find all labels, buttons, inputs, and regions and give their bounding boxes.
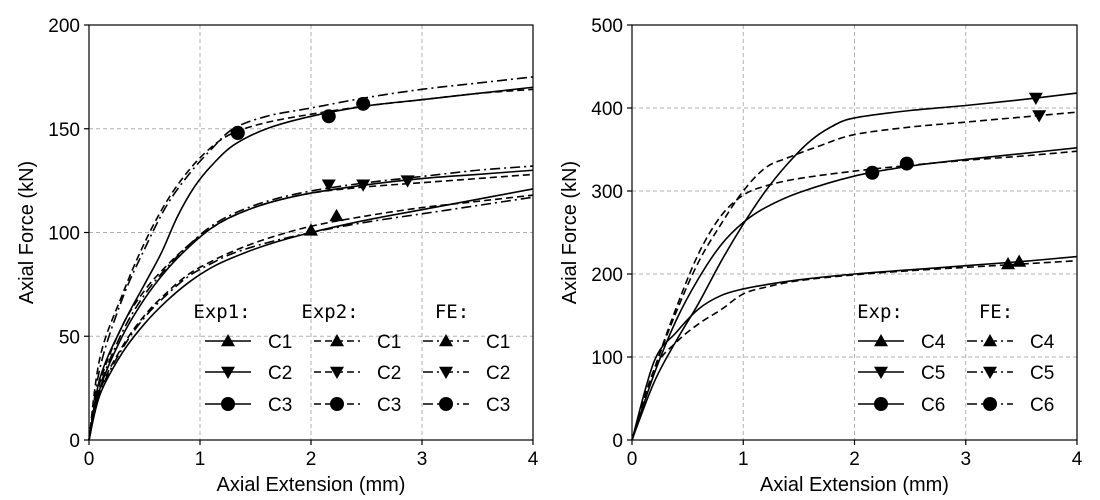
series-dashed-C4-line (631, 259, 1078, 441)
legend-marker (221, 334, 235, 347)
legend-marker (874, 397, 888, 411)
legend-marker (439, 334, 453, 347)
x-tick-label: 1 (195, 449, 206, 470)
series-dashed-C1-line (88, 194, 534, 441)
legend-entry-label: C4 (921, 332, 946, 353)
legend-entry-label: C6 (921, 395, 945, 416)
legend-group-title: Exp: (857, 301, 903, 323)
legend-marker (221, 366, 235, 379)
x-tick-label: 3 (960, 449, 971, 470)
series-C1-data-point (329, 208, 344, 222)
legend-entry-label: C4 (1030, 332, 1055, 353)
legend-entry-label: C1 (268, 332, 292, 353)
legend-group-title: FE: (979, 301, 1013, 323)
legend-group-title: Exp1: (193, 301, 250, 323)
legend: Exp: C4 C5 C6 FE: C4 C5 C6 (857, 301, 1055, 416)
legend-entry-label: C2 (486, 363, 510, 384)
y-tick-label: 0 (69, 431, 80, 452)
series-C4-data-point (1001, 257, 1016, 270)
x-axis-title: Axial Extension (mm) (217, 474, 406, 496)
legend-entry-label: C6 (1030, 395, 1054, 416)
legend-marker (983, 334, 997, 347)
x-tick-label: 3 (417, 449, 428, 470)
x-tick-label: 4 (528, 449, 539, 470)
legend-marker (330, 397, 344, 411)
legend-entry-label: C3 (486, 395, 510, 416)
y-tick-label: 50 (59, 327, 80, 348)
series-solid-C5-line (631, 92, 1078, 441)
left-chart-panel: 0 1 2 3 4 0 50 100 150 200 Axial Extension (mm) Axi… (16, 16, 539, 496)
legend-entry-label: C3 (268, 395, 292, 416)
legend-marker (330, 366, 344, 379)
legend-marker (221, 397, 235, 411)
y-axis-title: Axial Force (kN) (16, 161, 38, 304)
legend-marker (330, 334, 344, 347)
series-solid-C6-line (631, 147, 1078, 441)
x-tick-label: 0 (627, 449, 638, 470)
series-dashed-C5-line (631, 111, 1078, 441)
legend-entry-label: C5 (921, 363, 945, 384)
series-solid-C4-line (631, 255, 1078, 441)
series-solid-C1-line (88, 188, 534, 441)
right-chart-panel: 0 1 2 3 4 0 100 200 300 400 500 Axial Extension (mm… (559, 16, 1083, 496)
series-dashdot-C2-line (88, 165, 534, 441)
legend: Exp1: C1 C2 C3 Exp2: C1 C2 C3 FE: C1 C2 C3 (193, 301, 510, 416)
legend-marker (874, 366, 888, 379)
series-C6-data-point (899, 156, 914, 171)
y-tick-label: 200 (591, 265, 623, 286)
x-tick-label: 4 (1072, 449, 1083, 470)
legend-marker (983, 397, 997, 411)
y-tick-label: 150 (48, 120, 80, 141)
y-tick-label: 300 (591, 182, 623, 203)
series-dashed-C6-line (631, 150, 1078, 441)
series-dashed-C3-line (88, 88, 534, 441)
y-tick-label: 100 (48, 224, 80, 245)
series-C5-data-point (1032, 110, 1047, 123)
series-dashdot-C1-line (88, 196, 534, 441)
x-tick-label: 1 (738, 449, 749, 470)
x-axis-title: Axial Extension (mm) (760, 474, 949, 496)
y-tick-label: 500 (591, 16, 623, 37)
series-C5-data-point (1028, 92, 1043, 106)
y-tick-label: 100 (591, 348, 623, 369)
y-tick-label: 0 (612, 431, 623, 452)
series-C3-data-point (230, 125, 245, 140)
legend-entry-label: C3 (377, 395, 401, 416)
legend-marker (983, 366, 997, 379)
y-tick-label: 200 (48, 16, 80, 37)
y-axis-title: Axial Force (kN) (559, 161, 581, 304)
legend-entry-label: C2 (268, 363, 292, 384)
legend-marker (439, 397, 453, 411)
legend-entry-label: C1 (377, 332, 401, 353)
legend-entry-label: C2 (377, 363, 401, 384)
legend-marker (439, 366, 453, 379)
x-tick-label: 2 (306, 449, 317, 470)
legend-group-title: Exp2: (301, 301, 358, 323)
legend-entry-label: C5 (1030, 363, 1054, 384)
x-tick-label: 0 (84, 449, 95, 470)
x-tick-label: 2 (849, 449, 860, 470)
y-tick-label: 400 (591, 99, 623, 120)
legend-entry-label: C1 (486, 332, 510, 353)
series-C2-data-point (321, 179, 336, 192)
series-C3-data-point (321, 109, 336, 124)
legend-group-title: FE: (435, 301, 469, 323)
series-dashed-C2-line (88, 173, 534, 441)
series-dashdot-C3-line (88, 76, 534, 441)
legend-marker (874, 334, 888, 347)
